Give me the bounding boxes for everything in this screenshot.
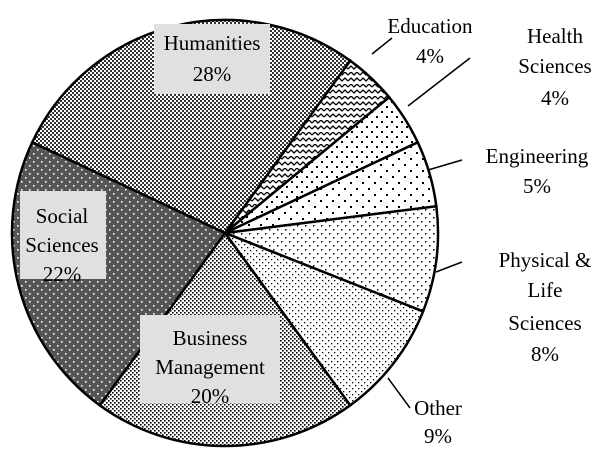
value-label: 22% [43,262,82,286]
category-label: Business Management [155,326,265,379]
label-line: Humanities [164,31,261,55]
label-line: Management [155,355,265,379]
pie-slice [221,230,425,408]
label-line: Life [528,278,563,302]
labels: Education 4% Health Sciences 4% Engineering 5%… [20,14,592,448]
category-label: Engineering [486,144,589,168]
category-label: Humanities [164,31,261,55]
label-line: Sciences [518,54,591,78]
label-line: Engineering [486,144,589,168]
value-label: 5% [523,174,551,198]
leader-line [435,261,463,273]
pie-slice [224,204,440,314]
label-line: Sciences [25,233,98,257]
category-label: Physical & Life Sciences [499,248,592,335]
leader-line [387,377,411,409]
label-line: Education [387,14,473,38]
label-line: Physical & [499,248,592,272]
label-box [154,24,270,94]
leader-line [407,57,471,107]
label-line: Social [36,204,89,228]
label-line: Other [414,396,462,420]
value-label: 28% [193,62,232,86]
value-label: 9% [424,424,452,448]
value-label: 4% [416,44,444,68]
leader-line [371,37,393,55]
category-label: Education [387,14,473,38]
label-line: Sciences [508,311,581,335]
value-label: 4% [541,86,569,110]
category-label: Other [414,396,462,420]
category-label: Health Sciences [518,24,591,78]
label-line: Health [527,24,583,48]
value-label: 20% [191,384,230,408]
label-line: Business [173,326,248,350]
value-label: 8% [531,342,559,366]
leader-line [427,159,463,171]
category-label: Social Sciences [25,204,98,257]
label-box [20,191,106,279]
label-box [140,315,280,403]
